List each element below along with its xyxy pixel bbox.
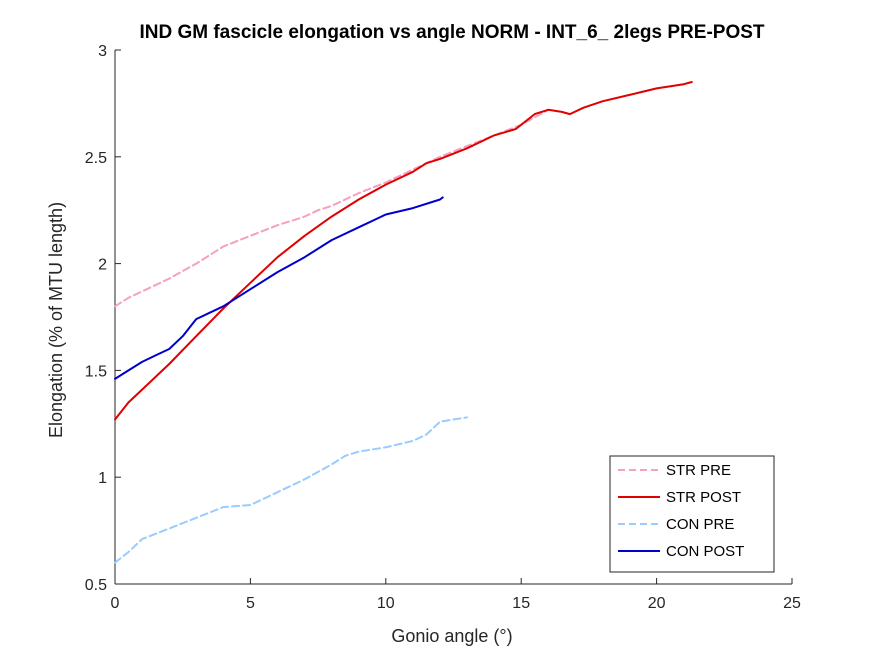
y-tick-label: 2	[98, 257, 107, 274]
series-line-str-pre	[114, 108, 550, 308]
series-line-con-post	[114, 196, 444, 380]
y-tick-label: 3	[98, 43, 107, 60]
plot-area: 0 5 10 15 20 25 0.5 1 1.5 2 2.5 3	[85, 43, 801, 612]
series-line-str-post	[114, 81, 693, 421]
y-tick-label: 1.5	[85, 363, 107, 380]
legend-label: CON POST	[666, 543, 744, 560]
x-tick-label: 5	[246, 595, 255, 612]
x-axis-label: Gonio angle (°)	[391, 626, 512, 646]
legend-label: STR POST	[666, 489, 741, 506]
legend-label: CON PRE	[666, 516, 734, 533]
x-tick-label: 10	[377, 595, 395, 612]
y-tick-label: 2.5	[85, 150, 107, 167]
legend-label: STR PRE	[666, 462, 731, 479]
series-line-con-pre	[114, 416, 468, 564]
x-tick-label: 0	[111, 595, 120, 612]
y-tick-label: 0.5	[85, 577, 107, 594]
y-axis-label: Elongation (% of MTU length)	[46, 202, 66, 438]
y-tick-label: 1	[98, 470, 107, 487]
x-tick-label: 15	[512, 595, 530, 612]
legend-box	[609, 455, 775, 573]
x-tick-label: 25	[783, 595, 801, 612]
chart-title: IND GM fascicle elongation vs angle NORM…	[139, 22, 764, 43]
legend: STR PRE STR POST CON PRE CON POST	[609, 455, 775, 573]
x-tick-label: 20	[648, 595, 666, 612]
